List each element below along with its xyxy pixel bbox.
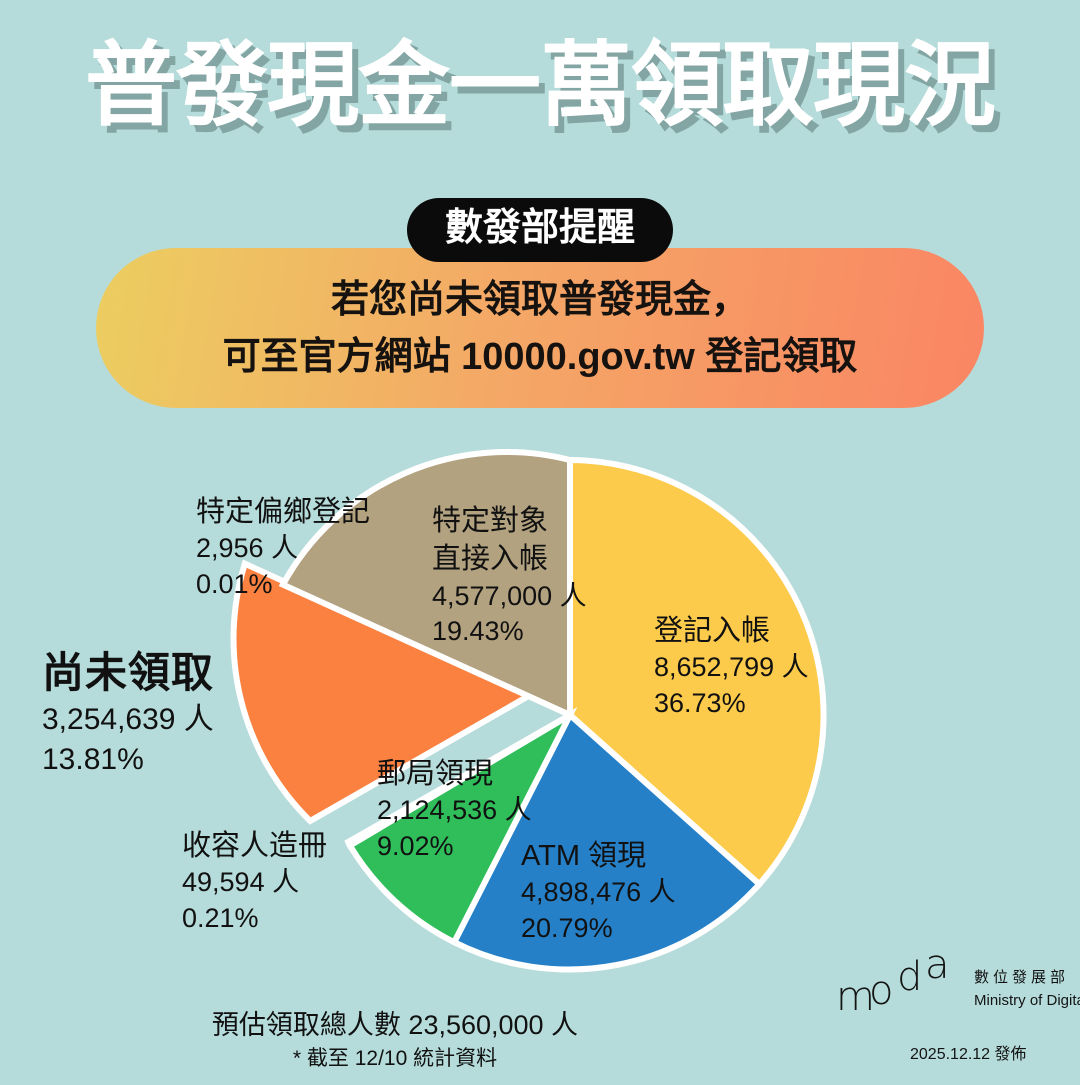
moda-wordmark-icon: m o d a (836, 942, 966, 1020)
slice-label-atm-value: 4,898,476 人 (521, 877, 676, 908)
moda-letter-a: a (925, 942, 950, 988)
moda-letter-m: m (836, 974, 875, 1020)
slice-label-remote-pct: 0.01% (196, 568, 273, 599)
slice-label-register-value: 8,652,799 人 (654, 652, 809, 683)
pie-slice-post (345, 707, 578, 947)
slice-label-special-pct: 19.43% (432, 616, 524, 647)
slice-label-remote: 特定偏鄉登記 2,956 人 0.01% (196, 493, 370, 603)
slice-label-unclaimed: 尚未領取 3,254,639 人 13.81% (42, 645, 214, 780)
pie-slice-register (567, 456, 827, 889)
pie-slice-atm (450, 710, 764, 973)
slice-label-special-name-2: 直接入帳 (432, 543, 549, 576)
notice-line-1: 若您尚未領取普發現金， (330, 279, 749, 321)
slice-label-unclaimed-value: 3,254,639 人 (42, 703, 214, 737)
pie-slice-special (278, 448, 573, 720)
notice-banner (96, 248, 984, 408)
footer-note: * 截至 12/10 統計資料 (292, 1047, 498, 1070)
pie-slice-inmate (344, 712, 572, 850)
slice-label-inmate-value: 49,594 人 (182, 867, 300, 898)
pie-slice-unclaimed (230, 559, 539, 825)
slice-label-special-value: 4,577,000 人 (432, 580, 587, 611)
slice-label-atm-pct: 20.79% (521, 912, 613, 943)
moda-letter-d: d (897, 954, 923, 1000)
slice-label-special: 特定對象 直接入帳 4,577,000 人 19.43% (432, 502, 587, 650)
notice-text: 若您尚未領取普發現金， 可至官方網站 10000.gov.tw 登記領取 (96, 272, 984, 386)
slice-label-unclaimed-pct: 13.81% (42, 743, 144, 777)
slice-label-register-pct: 36.73% (654, 687, 746, 718)
slice-label-post-pct: 9.02% (377, 830, 454, 861)
slice-label-atm-name: ATM 領現 (521, 840, 647, 872)
slice-label-remote-value: 2,956 人 (196, 533, 299, 564)
moda-letter-o: o (869, 968, 894, 1014)
slice-label-post: 郵局領現 2,124,536 人 9.02% (377, 755, 532, 865)
slice-label-post-value: 2,124,536 人 (377, 795, 532, 826)
footer-total-text: 預估領取總人數 23,560,000 人 (211, 1010, 579, 1040)
slice-label-register: 登記入帳 8,652,799 人 36.73% (654, 612, 809, 722)
notice-pill-label: 數發部提醒 (406, 198, 674, 262)
slice-label-inmate-pct: 0.21% (182, 902, 259, 933)
notice-line-2: 可至官方網站 10000.gov.tw 登記領取 (222, 336, 858, 378)
slice-label-special-name-1: 特定對象 (432, 505, 549, 537)
ministry-name-zh: 數位發展部 (974, 969, 1070, 986)
slice-label-unclaimed-name: 尚未領取 (42, 649, 215, 696)
slice-label-inmate: 收容人造冊 49,594 人 0.21% (182, 827, 327, 937)
moda-logo-block: m o d a 數位發展部 Ministry of Digital Affair… (836, 942, 1080, 1070)
slice-label-atm: ATM 領現 4,898,476 人 20.79% (521, 837, 676, 947)
slice-label-remote-name: 特定偏鄉登記 (196, 496, 371, 528)
slice-label-post-name: 郵局領現 (377, 758, 494, 790)
published-date: 2025.12.12 發佈 (910, 1046, 1027, 1063)
slice-label-register-name: 登記入帳 (654, 615, 771, 647)
page-title: 普發現金一萬領取現況 (84, 35, 996, 137)
ministry-name-en: Ministry of Digital Affairs (974, 992, 1080, 1009)
pie-slices (230, 448, 827, 973)
slice-label-inmate-name: 收容人造冊 (182, 830, 328, 862)
